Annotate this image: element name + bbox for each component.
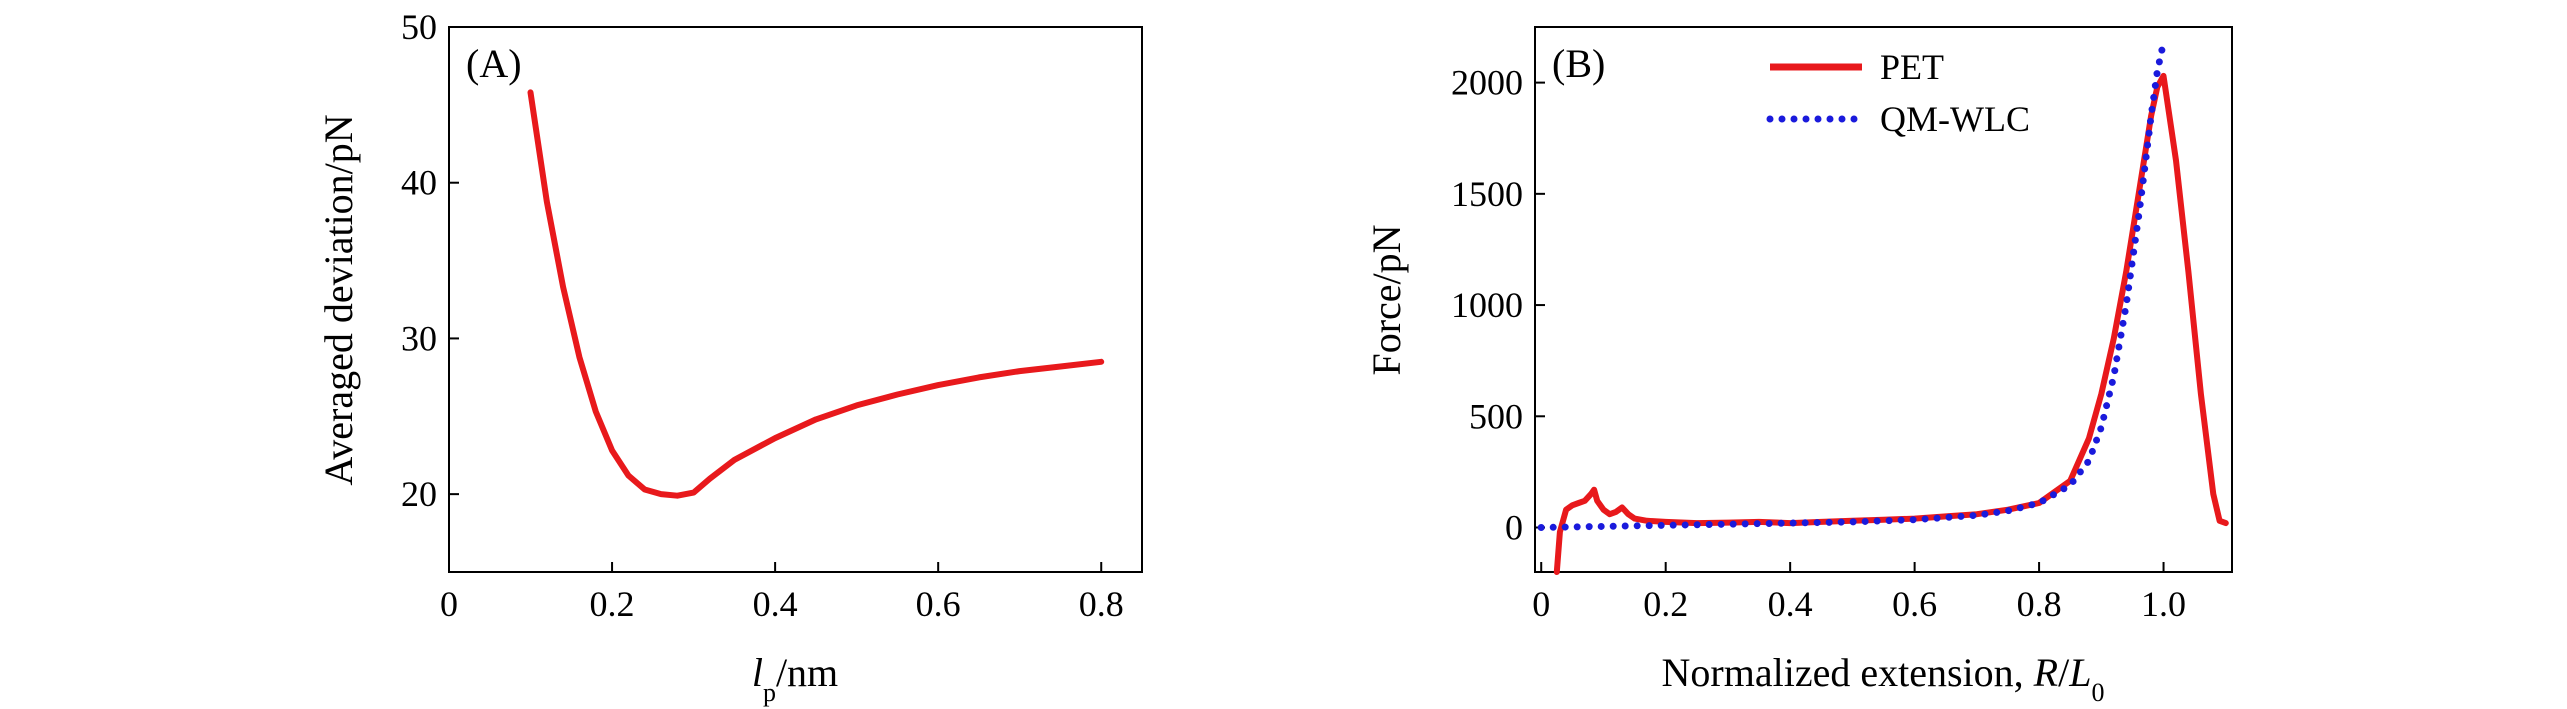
panel-a-xtick-label: 0 bbox=[440, 584, 458, 624]
panel-a-xlabel-unit: /nm bbox=[776, 650, 838, 695]
panel-a-ylabel: Averaged deviation/pN bbox=[316, 114, 361, 485]
panel-b-xlabel-sub2: 0 bbox=[2091, 678, 2104, 707]
panel-a-xtick-label: 0.8 bbox=[1079, 584, 1124, 624]
panel-a-ytick-label: 20 bbox=[401, 474, 437, 514]
panel-a-ytick-label: 40 bbox=[401, 163, 437, 203]
panel-a-chart: 0 0.2 0.4 0.6 0.8 20 30 40 50 (A) lp/nm Averaged… bbox=[316, 7, 1143, 707]
legend-label-qmwlc: QM-WLC bbox=[1880, 99, 2030, 139]
panel-a-label: (A) bbox=[466, 41, 522, 86]
panel-b-ylabel: Force/pN bbox=[1364, 224, 1409, 375]
panel-b-xlabel-var2: L bbox=[2068, 650, 2091, 695]
panel-b-xlabel-sep: / bbox=[2058, 650, 2070, 695]
panel-a-xtick-label: 0.2 bbox=[590, 584, 635, 624]
panel-a-ticks: 0 0.2 0.4 0.6 0.8 20 30 40 50 bbox=[401, 7, 1124, 624]
panel-b-xtick-label: 0.4 bbox=[1768, 584, 1813, 624]
panel-b-legend: PET QM-WLC bbox=[1766, 47, 2030, 139]
panel-b-ytick-label: 1000 bbox=[1451, 285, 1523, 325]
panel-b-xtick-label: 1.0 bbox=[2141, 584, 2186, 624]
panel-b-ytick-label: 1500 bbox=[1451, 174, 1523, 214]
panel-b-ticks: 0 0.2 0.4 0.6 0.8 1.0 0 500 1000 1500 2000 bbox=[1451, 63, 2186, 624]
panel-a-xlabel-sub: p bbox=[763, 678, 776, 707]
panel-b-xtick-label: 0 bbox=[1532, 584, 1550, 624]
panel-b-series-pet bbox=[1553, 72, 2229, 575]
panel-b-series-qm-wlc bbox=[1537, 39, 2167, 531]
panel-a-ytick-label: 30 bbox=[401, 318, 437, 358]
panel-b-ytick-label: 0 bbox=[1505, 508, 1523, 548]
panel-b-xtick-label: 0.8 bbox=[2017, 584, 2062, 624]
panel-b-chart: 0 0.2 0.4 0.6 0.8 1.0 0 500 1000 1500 2000 (B) PET… bbox=[1364, 26, 2233, 707]
panel-a-xtick-label: 0.4 bbox=[753, 584, 798, 624]
panel-a-xtick-label: 0.6 bbox=[916, 584, 961, 624]
panel-b-frame bbox=[1534, 26, 2233, 573]
panel-a-series-line-0 bbox=[527, 89, 1105, 499]
panel-b-xlabel: Normalized extension, R/L0 bbox=[1662, 650, 2105, 707]
panel-a-xlabel-var: l bbox=[752, 650, 763, 695]
legend-label-pet: PET bbox=[1880, 47, 1944, 87]
panel-b-ytick-label: 500 bbox=[1469, 396, 1523, 436]
panel-a-xlabel: lp/nm bbox=[752, 650, 838, 707]
panel-b-xlabel-var: R bbox=[2033, 650, 2058, 695]
panel-b-series bbox=[1537, 39, 2229, 575]
panel-a-ytick-label: 50 bbox=[401, 7, 437, 47]
panel-a-series bbox=[527, 89, 1105, 499]
panel-b-ytick-label: 2000 bbox=[1451, 63, 1523, 103]
panel-b-xtick-label: 0.6 bbox=[1892, 584, 1937, 624]
panel-b-xtick-label: 0.2 bbox=[1643, 584, 1688, 624]
panel-b-label: (B) bbox=[1552, 41, 1605, 86]
panel-a-frame bbox=[448, 26, 1143, 573]
panel-b-xlabel-text: Normalized extension, bbox=[1662, 650, 2034, 695]
